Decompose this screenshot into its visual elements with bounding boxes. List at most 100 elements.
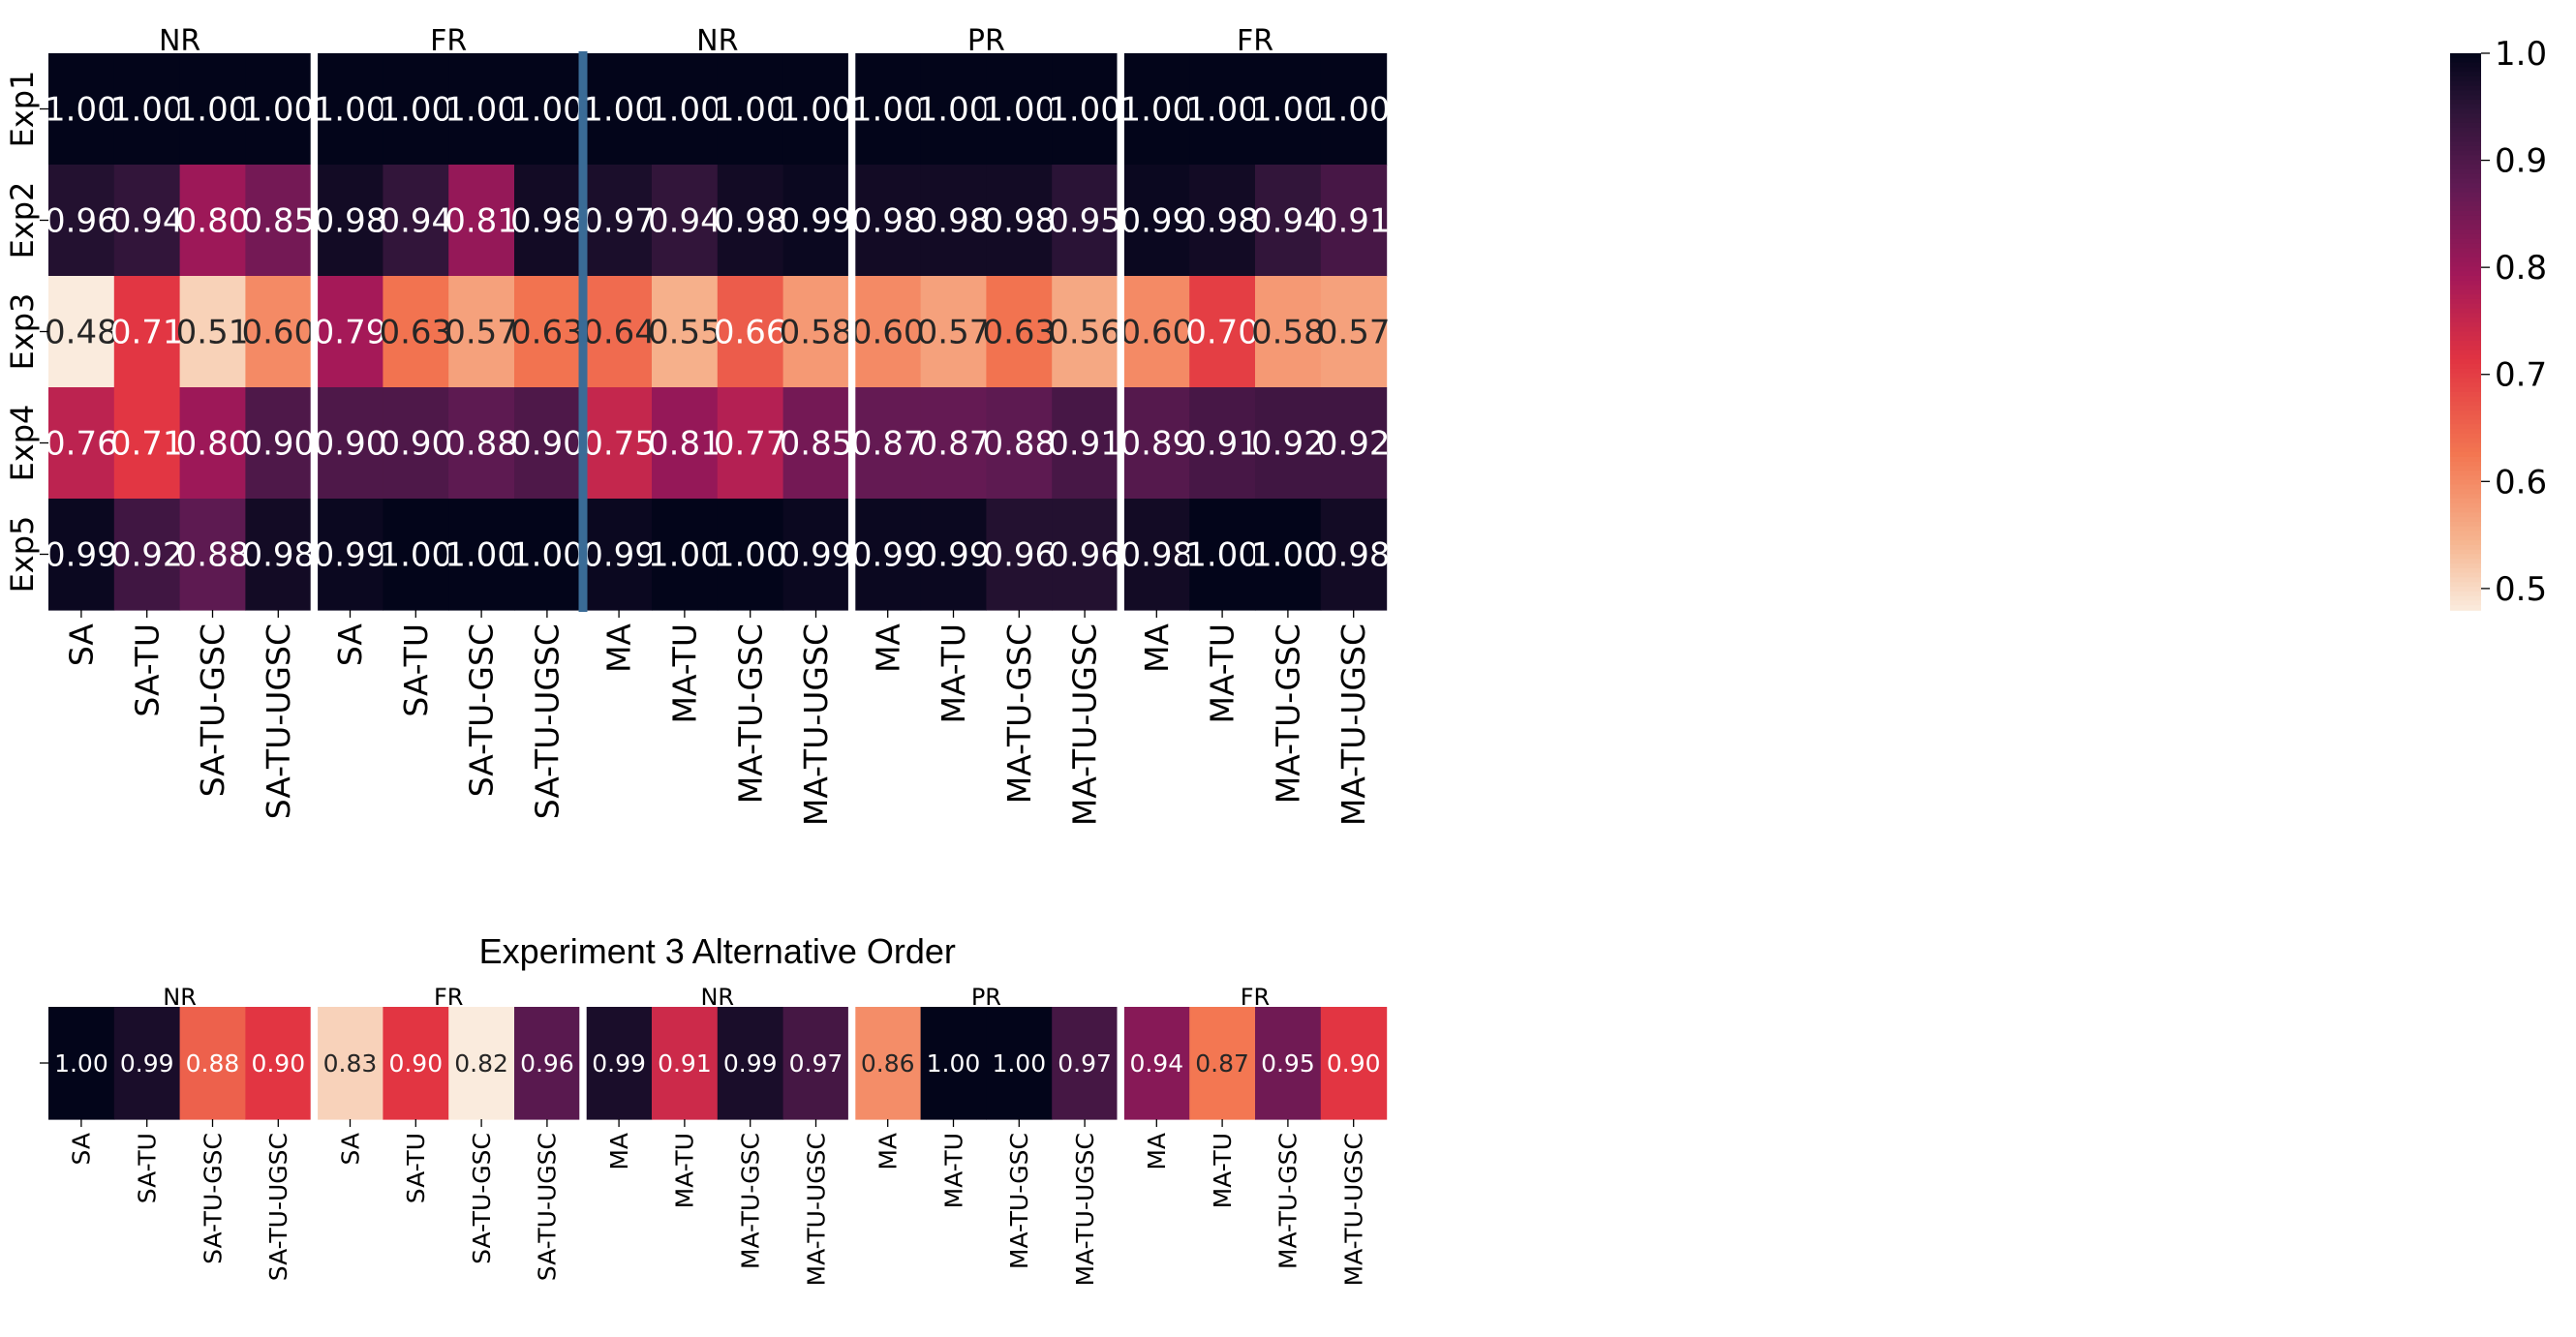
colorbar-segment bbox=[2450, 489, 2481, 496]
colorbar-segment bbox=[2450, 326, 2481, 333]
heatmap-cell bbox=[179, 165, 246, 277]
heatmap-cell bbox=[652, 1007, 719, 1120]
group-label: FR bbox=[1241, 984, 1270, 1011]
x-tick-label: MA-TU bbox=[671, 1133, 699, 1208]
colorbar-segment bbox=[2450, 406, 2481, 411]
cell-value: 0.97 bbox=[789, 1049, 843, 1078]
colorbar-segment bbox=[2450, 108, 2481, 115]
heatmap-cell bbox=[245, 387, 312, 500]
heatmap-cell bbox=[245, 165, 312, 277]
colorbar-segment bbox=[2450, 308, 2481, 315]
cell-value: 1.00 bbox=[1251, 536, 1325, 575]
colorbar-tick-label: 1.0 bbox=[2495, 35, 2547, 74]
heatmap-cell bbox=[113, 276, 181, 388]
cell-value: 1.00 bbox=[1185, 536, 1259, 575]
cell-value: 0.99 bbox=[45, 536, 118, 575]
colorbar-segment bbox=[2450, 512, 2481, 518]
cell-value: 1.00 bbox=[510, 536, 584, 575]
heatmap-cell bbox=[854, 165, 922, 277]
group-fr-4: FR 0.94 0.87 0.95 0.90 MA MA-TU MA-TU-GSC MA-TU-… bbox=[1123, 984, 1388, 1286]
group-fr-4: FR1.001.001.001.000.990.980.940.910.600.… bbox=[1119, 24, 1390, 826]
colorbar-segment bbox=[2450, 331, 2481, 338]
colorbar-segment bbox=[2450, 341, 2481, 347]
colorbar-segment bbox=[2450, 354, 2481, 361]
colorbar-segment bbox=[2450, 600, 2481, 607]
x-tick-label: SA-TU-GSC bbox=[194, 623, 231, 797]
colorbar-segment bbox=[2450, 206, 2481, 212]
colorbar-segment bbox=[2450, 85, 2481, 92]
heatmap-cell bbox=[717, 276, 784, 388]
heatmap-cell bbox=[586, 1007, 653, 1120]
heatmap-cell bbox=[1255, 53, 1322, 166]
colorbar-segment bbox=[2450, 582, 2481, 588]
chart-title: Experiment 3 Alternative Order bbox=[479, 931, 956, 971]
cell-value: 0.98 bbox=[917, 202, 991, 241]
heatmap-cell bbox=[317, 165, 383, 277]
cell-value: 0.79 bbox=[314, 314, 387, 352]
heatmap-alternative: Experiment 3 Alternative Order NR 1.00 0.99… bbox=[40, 931, 1388, 1286]
cell-value: 1.00 bbox=[510, 91, 584, 130]
cell-value: 0.94 bbox=[110, 202, 184, 241]
colorbar-segment bbox=[2450, 229, 2481, 235]
heatmap-cell bbox=[652, 276, 719, 388]
colorbar-segment bbox=[2450, 378, 2481, 384]
colorbar-segment bbox=[2450, 257, 2481, 263]
colorbar-segment bbox=[2450, 289, 2481, 295]
heatmap-cell bbox=[717, 387, 784, 500]
colorbar-segment bbox=[2450, 577, 2481, 584]
colorbar-segment bbox=[2450, 266, 2481, 273]
heatmap-cell bbox=[854, 1007, 922, 1120]
colorbar-tick-label: 0.8 bbox=[2495, 249, 2547, 288]
group-label: NR bbox=[700, 984, 734, 1011]
heatmap-cell bbox=[652, 499, 719, 611]
x-tick-label: SA-TU-UGSC bbox=[264, 1133, 292, 1281]
colorbar-segment bbox=[2450, 141, 2481, 147]
colorbar-segment bbox=[2450, 396, 2481, 403]
cell-value: 1.00 bbox=[648, 91, 721, 130]
cell-value: 0.81 bbox=[648, 425, 721, 464]
colorbar-segment bbox=[2450, 419, 2481, 426]
cell-value: 1.00 bbox=[927, 1049, 981, 1078]
cell-value: 0.96 bbox=[520, 1049, 574, 1078]
colorbar-segment bbox=[2450, 544, 2481, 551]
cell-value: 1.00 bbox=[1185, 91, 1259, 130]
colorbar-segment bbox=[2450, 187, 2481, 194]
heatmap-cell bbox=[920, 53, 987, 166]
heatmap-cell bbox=[920, 165, 987, 277]
group-label: PR bbox=[967, 24, 1005, 58]
heatmap-cell bbox=[586, 499, 653, 611]
heatmap-cell bbox=[1123, 53, 1190, 166]
heatmap-cell bbox=[1123, 499, 1190, 611]
heatmap-cell bbox=[48, 276, 115, 388]
x-tick-label: MA bbox=[605, 1133, 633, 1170]
heatmap-cell bbox=[448, 276, 515, 388]
heatmap-cell bbox=[986, 276, 1053, 388]
colorbar-segment bbox=[2450, 62, 2481, 69]
colorbar-segment bbox=[2450, 225, 2481, 230]
colorbar-segment bbox=[2450, 238, 2481, 245]
colorbar-segment bbox=[2450, 233, 2481, 240]
heatmap-cell bbox=[48, 387, 115, 500]
colorbar-tick-label: 0.6 bbox=[2495, 463, 2547, 501]
heatmap-cell bbox=[514, 1007, 581, 1120]
colorbar-segment bbox=[2450, 438, 2481, 444]
cell-value: 0.80 bbox=[176, 202, 250, 241]
colorbar-tick-label: 0.5 bbox=[2495, 570, 2547, 609]
heatmap-cell bbox=[986, 165, 1053, 277]
x-tick-label: MA-TU bbox=[939, 1133, 967, 1208]
colorbar-segment bbox=[2450, 178, 2481, 184]
cell-value: 0.92 bbox=[1317, 425, 1391, 464]
heatmap-cell bbox=[1052, 1007, 1119, 1120]
cell-value: 0.90 bbox=[388, 1049, 443, 1078]
heatmap-cell bbox=[1123, 165, 1190, 277]
cell-value: 0.48 bbox=[45, 314, 118, 352]
heatmap-cell bbox=[448, 53, 515, 166]
colorbar-segment bbox=[2450, 429, 2481, 435]
cell-value: 1.00 bbox=[582, 91, 656, 130]
heatmap-cell bbox=[1052, 165, 1119, 277]
colorbar-segment bbox=[2450, 414, 2481, 421]
x-tick-label: MA-TU-UGSC bbox=[1066, 623, 1104, 826]
colorbar-segment bbox=[2450, 173, 2481, 180]
colorbar-segment bbox=[2450, 137, 2481, 142]
